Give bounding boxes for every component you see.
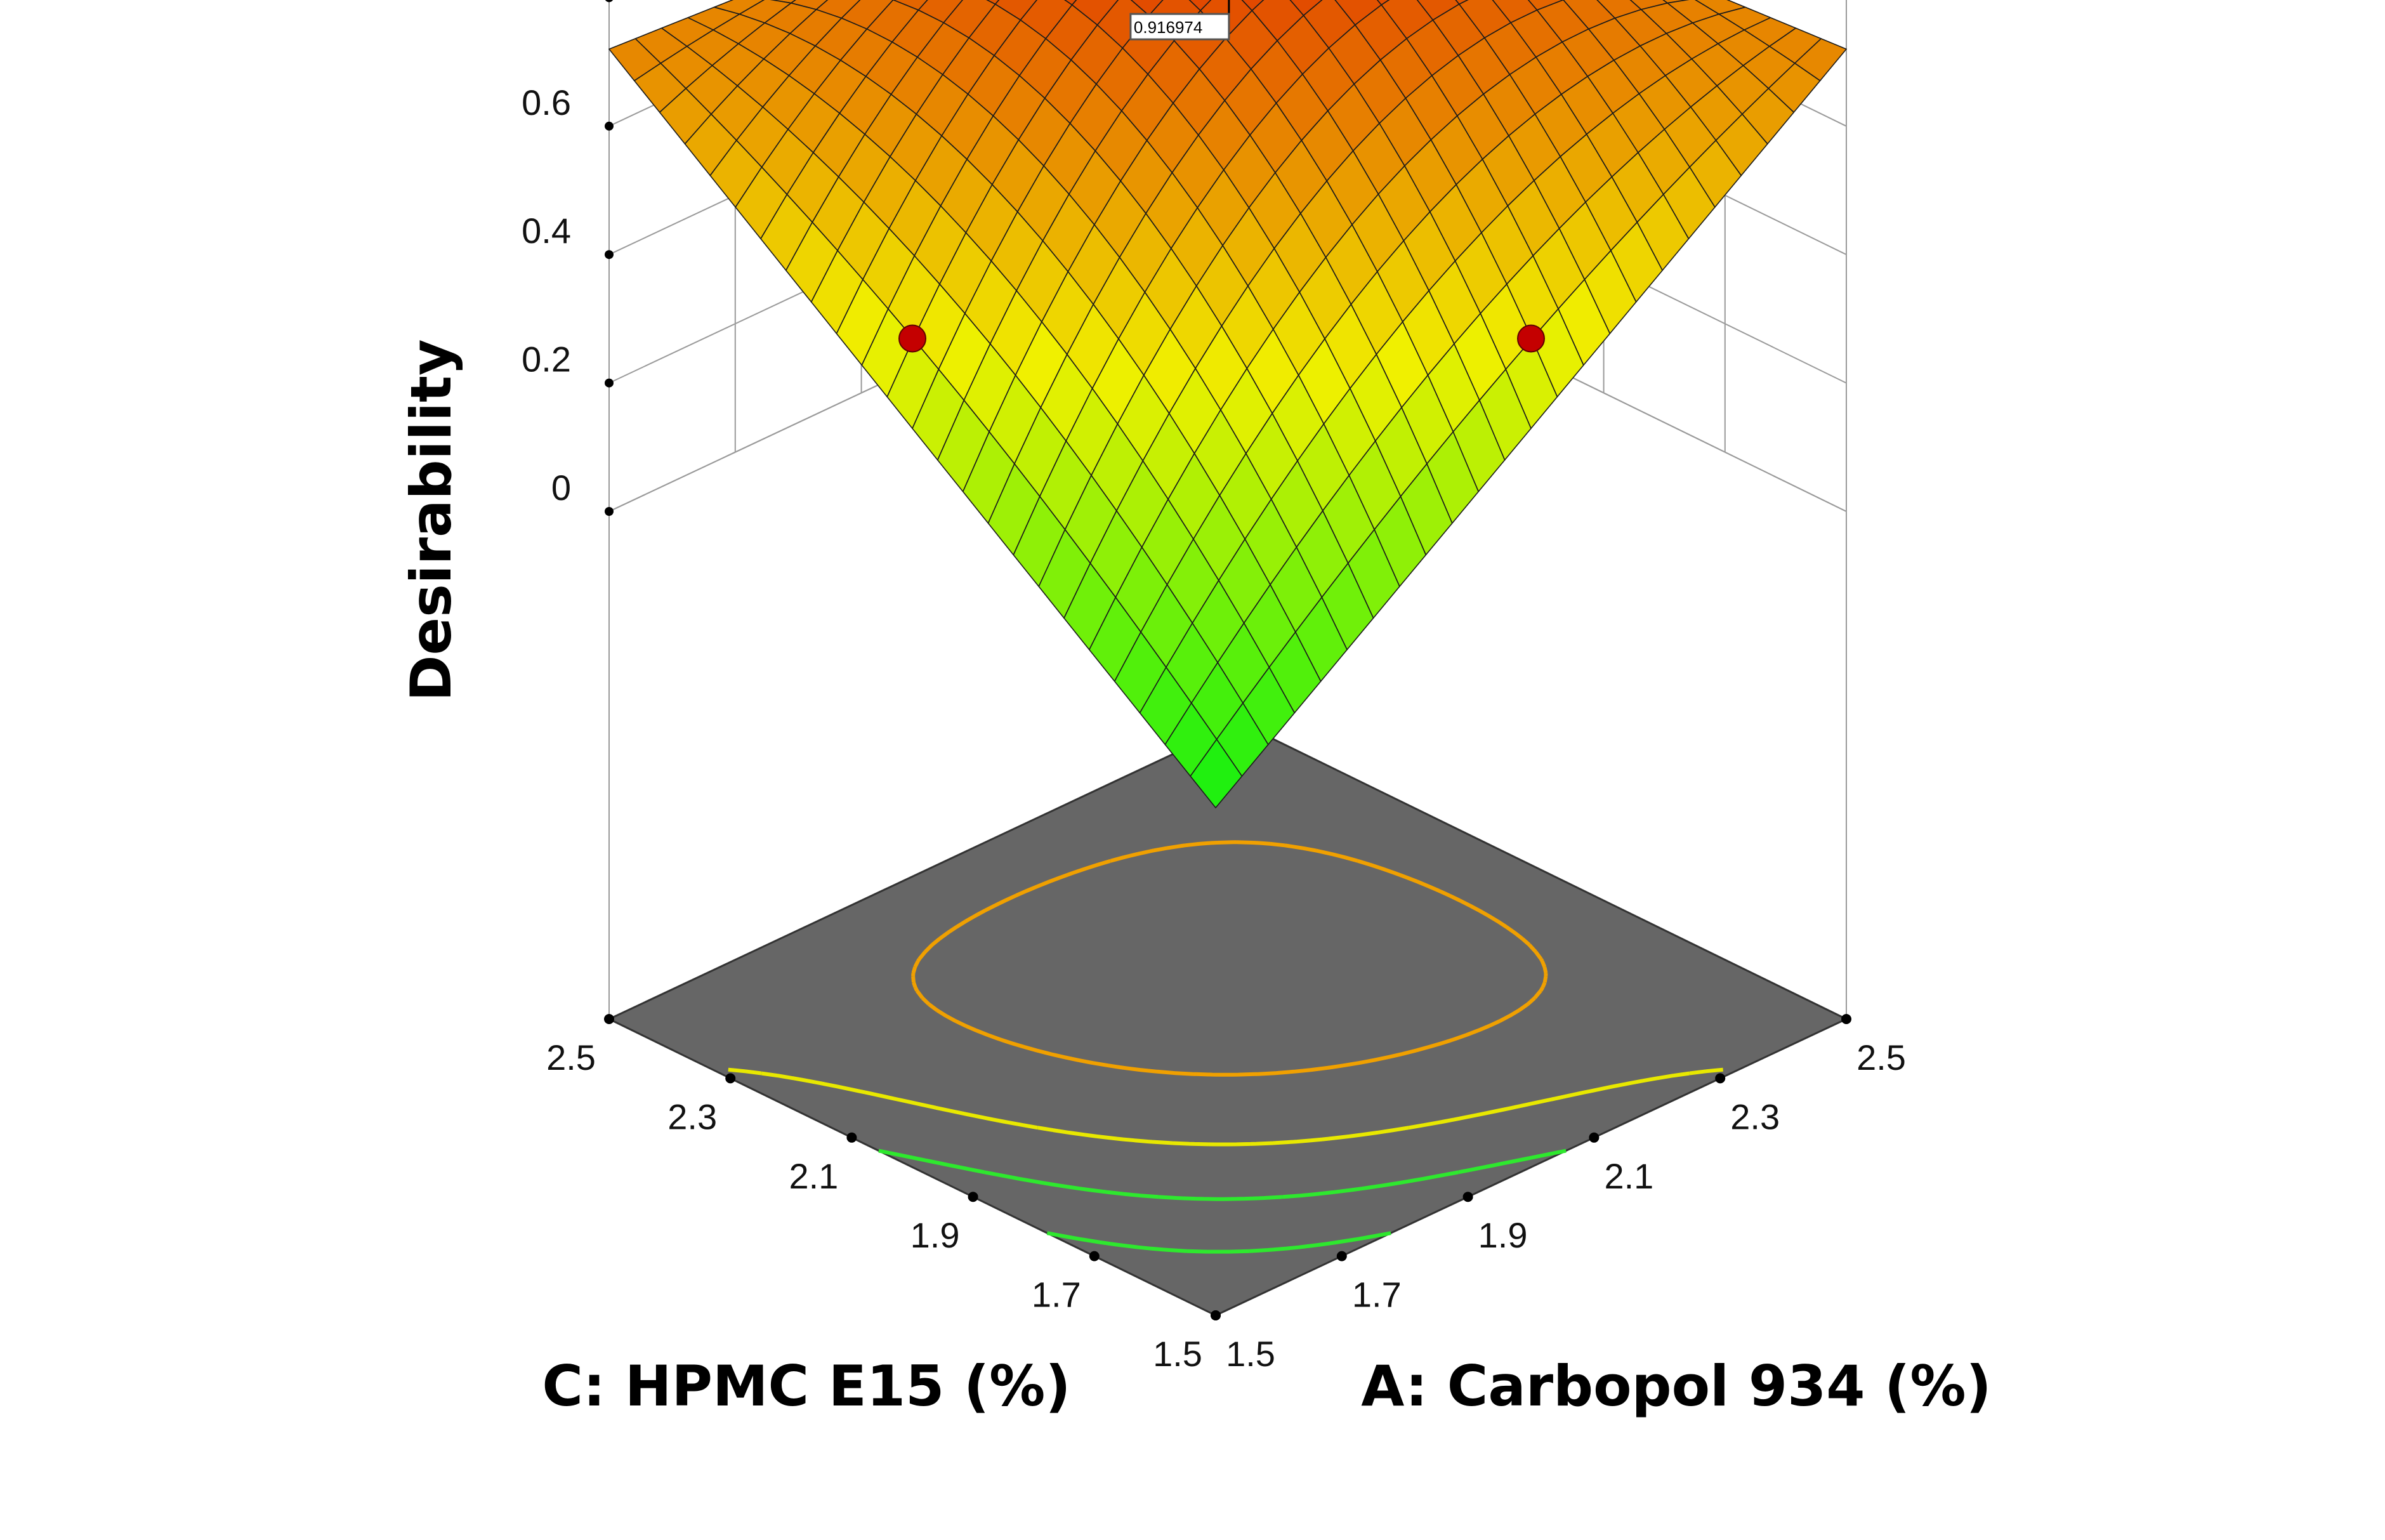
x-tick-mark	[1336, 1251, 1347, 1261]
design-points	[898, 324, 1545, 353]
axis-ticks: 00.20.40.60.811.51.71.92.12.32.51.51.71.…	[522, 0, 1906, 1374]
x-tick-mark	[1589, 1132, 1600, 1143]
z-tick-mark	[605, 250, 614, 260]
x-tick-label: 2.3	[1730, 1096, 1780, 1136]
x-tick-mark	[1462, 1192, 1473, 1202]
y-tick-mark	[1089, 1251, 1100, 1261]
y-tick-mark	[846, 1132, 857, 1143]
z-tick-mark	[605, 507, 614, 516]
y-tick-label: 2.3	[667, 1096, 717, 1136]
y-tick-mark	[725, 1073, 736, 1084]
floor-plane	[607, 721, 1849, 1317]
z-axis-title: Desirability	[398, 339, 464, 702]
peak-label: 0.916974	[1134, 18, 1202, 37]
peak-label-box	[1129, 13, 1230, 41]
z-tick-label: 0.6	[522, 82, 571, 122]
z-tick-label: 0.4	[522, 211, 571, 251]
x-tick-label: 2.1	[1604, 1156, 1653, 1196]
design-point	[898, 324, 926, 353]
y-tick-mark	[968, 1192, 978, 1202]
x-tick-mark	[1715, 1073, 1726, 1084]
design-point	[1517, 324, 1545, 353]
surface-cell	[1188, 0, 1212, 11]
z-tick-label: 0	[551, 468, 571, 508]
y-tick-mark	[604, 1014, 614, 1024]
x-tick-label: 2.5	[1856, 1037, 1906, 1077]
surface-cell	[1190, 739, 1243, 808]
surface-cell	[1063, 0, 1077, 6]
surface-cell	[1376, 0, 1390, 6]
contour-line	[728, 1067, 1723, 1147]
z-tick-label: 0.2	[522, 339, 571, 379]
peak-marker: 0.916974	[1129, 0, 1230, 41]
x-axis-title: A: Carbopol 934 (%)	[1361, 1353, 1992, 1419]
y-tick-label: 1.9	[910, 1215, 960, 1255]
x-tick-label: 1.7	[1352, 1275, 1402, 1315]
x-tick-mark	[1841, 1014, 1851, 1024]
floor-fill	[607, 721, 1849, 1317]
contour-line	[911, 840, 1548, 1077]
y-axis-title: C: HPMC E15 (%)	[542, 1353, 1070, 1419]
x-tick-label: 1.9	[1478, 1215, 1528, 1255]
z-tick-mark	[605, 378, 614, 388]
surface-cell	[1241, 0, 1265, 11]
contour-line	[878, 1148, 1567, 1201]
y-tick-label: 1.7	[1032, 1275, 1081, 1315]
y-tick-label: 2.5	[546, 1037, 596, 1077]
response-surface	[608, 0, 1847, 808]
y-tick-label: 1.5	[1153, 1334, 1202, 1374]
contour-line	[1046, 1231, 1391, 1254]
y-tick-mark	[1211, 1310, 1221, 1320]
z-tick-mark	[605, 0, 614, 3]
x-tick-label: 1.5	[1226, 1334, 1275, 1374]
z-tick-mark	[605, 121, 614, 131]
y-tick-label: 2.1	[789, 1156, 838, 1196]
